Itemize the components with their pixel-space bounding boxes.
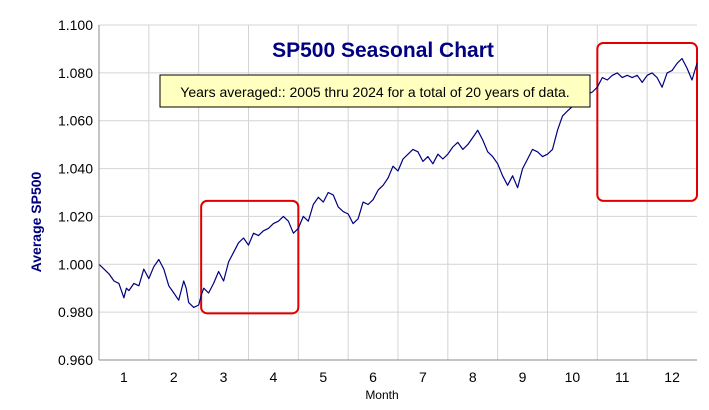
y-tick-label: 1.040 bbox=[58, 161, 93, 177]
y-tick-label: 1.080 bbox=[58, 65, 93, 81]
series-layer bbox=[98, 57, 698, 308]
y-tick-label: 1.100 bbox=[58, 17, 93, 33]
y-axis-label: Average SP500 bbox=[28, 171, 44, 272]
series-line bbox=[98, 57, 698, 308]
x-tick-label: 11 bbox=[615, 369, 630, 385]
highlight-box bbox=[596, 41, 698, 202]
x-tick-label: 12 bbox=[664, 369, 680, 385]
x-tick-label: 4 bbox=[270, 369, 278, 385]
x-tick-label: 5 bbox=[319, 369, 327, 385]
x-tick-label: 9 bbox=[519, 369, 527, 385]
grid-lines bbox=[99, 24, 697, 361]
y-tick-label: 1.020 bbox=[58, 208, 93, 224]
x-tick-label: 2 bbox=[170, 369, 178, 385]
x-axis-label: Month bbox=[365, 388, 398, 402]
highlight-boxes bbox=[200, 41, 698, 315]
y-tick-label: 0.980 bbox=[58, 304, 93, 320]
tick-labels: 0.960 0.980 1.000 1.020 1.040 1.060 1.080 1.100… bbox=[58, 17, 680, 385]
x-tick-label: 8 bbox=[469, 369, 477, 385]
axes bbox=[98, 25, 697, 361]
x-tick-label: 6 bbox=[369, 369, 377, 385]
y-tick-label: 0.960 bbox=[58, 352, 93, 368]
annotation-box: Years averaged:: 2005 thru 2024 for a to… bbox=[159, 74, 591, 108]
highlight-box bbox=[200, 199, 300, 315]
x-tick-label: 7 bbox=[419, 369, 427, 385]
chart-title: SP500 Seasonal Chart bbox=[272, 39, 494, 62]
y-tick-label: 1.000 bbox=[58, 256, 93, 272]
y-tick-label: 1.060 bbox=[58, 113, 93, 129]
annotation-text: Years averaged:: 2005 thru 2024 for a to… bbox=[180, 84, 569, 100]
x-tick-label: 3 bbox=[220, 369, 228, 385]
annotation-background bbox=[159, 74, 591, 108]
x-tick-label: 1 bbox=[120, 369, 128, 385]
x-tick-label: 10 bbox=[565, 369, 581, 385]
